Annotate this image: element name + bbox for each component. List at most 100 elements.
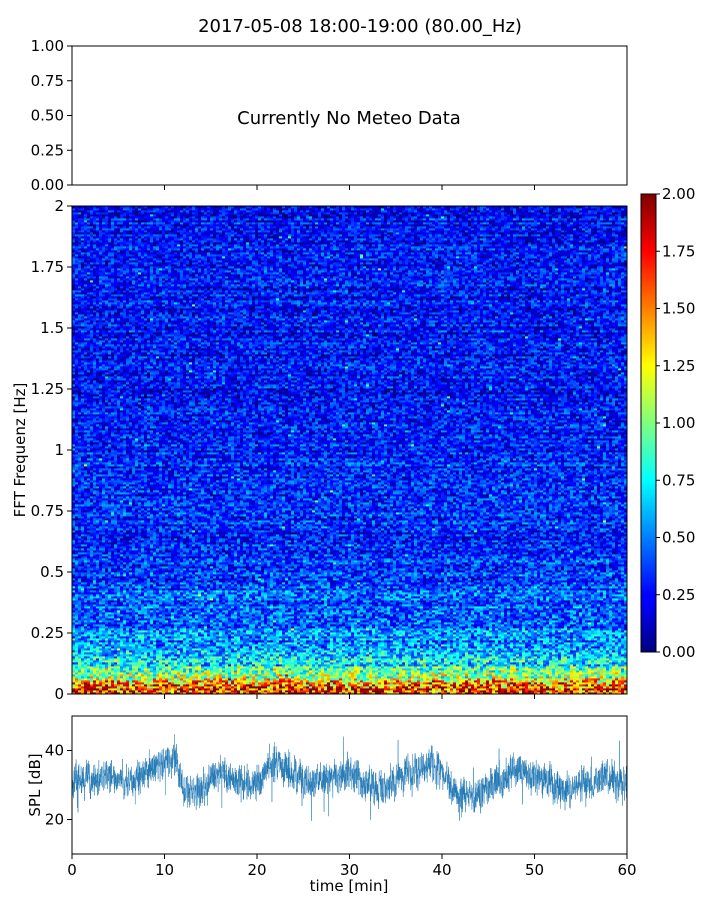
heatmap-cell — [174, 688, 178, 691]
heatmap-cell — [183, 686, 187, 689]
heatmap-cell — [402, 688, 406, 691]
heatmap-cell — [381, 678, 385, 681]
heatmap-cell — [162, 686, 166, 689]
heatmap-cell — [276, 678, 280, 681]
heatmap-cell — [411, 690, 415, 693]
heatmap-cell — [171, 678, 175, 681]
heatmap-cell — [333, 688, 337, 691]
heatmap-cell — [492, 678, 496, 681]
heatmap-cell — [609, 686, 613, 689]
heatmap-cell — [258, 682, 262, 685]
heatmap-cell — [78, 692, 82, 694]
heatmap-cell — [447, 684, 451, 687]
heatmap-cell — [399, 680, 403, 683]
heatmap-cell — [411, 692, 415, 694]
heatmap-cell — [273, 682, 277, 685]
heatmap-cell — [264, 682, 268, 685]
heatmap-cell — [534, 684, 538, 687]
heatmap-cell — [165, 680, 169, 683]
heatmap-cell — [231, 692, 235, 694]
heatmap-cell — [171, 682, 175, 685]
heatmap-cell — [159, 676, 163, 679]
heatmap-cell — [561, 684, 565, 687]
heatmap-cell — [396, 692, 400, 694]
heatmap-cell — [108, 690, 112, 693]
heatmap-cell — [378, 684, 382, 687]
heatmap-cell — [225, 680, 229, 683]
heatmap-cell — [567, 692, 571, 694]
heatmap-cell — [399, 686, 403, 689]
heatmap-cell — [405, 690, 409, 693]
heatmap-cell — [489, 680, 493, 683]
heatmap-cell — [204, 688, 208, 691]
heatmap-cell — [600, 686, 604, 689]
heatmap-cell — [93, 688, 97, 691]
heatmap-cell — [75, 692, 79, 694]
heatmap-cell — [111, 684, 115, 687]
heatmap-cell — [375, 686, 379, 689]
heatmap-cell — [564, 690, 568, 693]
heatmap-cell — [555, 688, 559, 691]
heatmap-cell — [516, 680, 520, 683]
heatmap-cell — [267, 686, 271, 689]
heatmap-cell — [582, 684, 586, 687]
heatmap-cell — [324, 678, 328, 681]
heatmap-cell — [558, 692, 562, 694]
heatmap-cell — [255, 692, 259, 694]
heatmap-cell — [600, 688, 604, 691]
heatmap-cell — [552, 676, 556, 679]
heatmap-cell — [504, 686, 508, 689]
heatmap-cell — [96, 678, 100, 681]
heatmap-cell — [489, 690, 493, 693]
heatmap-cell — [582, 692, 586, 694]
heatmap-cell — [546, 680, 550, 683]
heatmap-cell — [585, 684, 589, 687]
heatmap-cell — [252, 688, 256, 691]
heatmap-cell — [528, 676, 532, 679]
heatmap-cell — [195, 680, 199, 683]
heatmap-cell — [420, 688, 424, 691]
heatmap-cell — [429, 684, 433, 687]
heatmap-cell — [150, 682, 154, 685]
heatmap-cell — [96, 676, 100, 679]
heatmap-cell — [105, 688, 109, 691]
heatmap-cell — [303, 692, 307, 694]
heatmap-cell — [111, 676, 115, 679]
heatmap-cell — [171, 684, 175, 687]
heatmap-cell — [222, 684, 226, 687]
heatmap-cell — [345, 680, 349, 683]
heatmap-cell — [174, 678, 178, 681]
heatmap-cell — [318, 676, 322, 679]
heatmap-cell — [108, 684, 112, 687]
heatmap-cell — [315, 678, 319, 681]
heatmap-cell — [210, 678, 214, 681]
heatmap-cell — [237, 686, 241, 689]
heatmap-cell — [492, 692, 496, 694]
heatmap-cell — [417, 688, 421, 691]
heatmap-cell — [495, 682, 499, 685]
heatmap-cell — [138, 692, 142, 694]
heatmap-cell — [597, 686, 601, 689]
heatmap-cell — [621, 678, 625, 681]
heatmap-cell — [447, 682, 451, 685]
heatmap-cell — [231, 686, 235, 689]
heatmap-cell — [507, 680, 511, 683]
heatmap-cell — [360, 688, 364, 691]
heatmap-cell — [348, 690, 352, 693]
heatmap-cell — [357, 676, 361, 679]
heatmap-cell — [591, 690, 595, 693]
heatmap-cell — [486, 684, 490, 687]
heatmap-cell — [93, 692, 97, 694]
heatmap-cell — [378, 680, 382, 683]
heatmap-cell — [405, 682, 409, 685]
heatmap-cell — [249, 692, 253, 694]
heatmap-cell — [516, 692, 520, 694]
heatmap-cell — [237, 690, 241, 693]
heatmap-cell — [162, 690, 166, 693]
heatmap-cell — [297, 684, 301, 687]
heatmap-cell — [294, 680, 298, 683]
heatmap-cell — [462, 676, 466, 679]
heatmap-cell — [477, 684, 481, 687]
heatmap-cell — [147, 684, 151, 687]
heatmap-cell — [483, 684, 487, 687]
